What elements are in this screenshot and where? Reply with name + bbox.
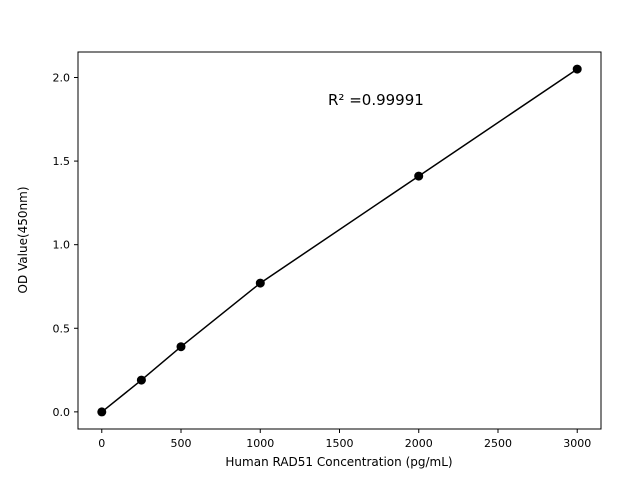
data-series xyxy=(97,64,582,417)
y-axis-label: OD Value(450nm) xyxy=(16,186,30,293)
data-point xyxy=(136,375,146,385)
data-point xyxy=(176,342,186,352)
x-tick-label: 2500 xyxy=(484,437,512,450)
y-tick-label: 0.0 xyxy=(53,406,71,419)
y-tick-label: 1.5 xyxy=(53,155,71,168)
x-tick-label: 1500 xyxy=(326,437,354,450)
data-point xyxy=(572,64,582,74)
y-tick-label: 0.5 xyxy=(53,322,71,335)
x-tick-label: 3000 xyxy=(563,437,591,450)
axis-ticks: 0 500 1000 1500 2000 2500 3000 0.0 0.5 1.0 1.5 2.0 xyxy=(53,71,592,450)
x-tick-label: 2000 xyxy=(405,437,433,450)
x-tick-label: 1000 xyxy=(246,437,274,450)
fit-line xyxy=(101,68,578,413)
x-tick-label: 500 xyxy=(171,437,192,450)
data-point xyxy=(414,171,424,181)
data-point xyxy=(97,407,107,417)
y-tick-label: 2.0 xyxy=(53,71,71,84)
x-tick-label: 0 xyxy=(98,437,105,450)
data-point xyxy=(255,278,265,288)
r-squared-annotation: R² =0.99991 xyxy=(328,91,424,109)
x-axis-label: Human RAD51 Concentration (pg/mL) xyxy=(225,455,452,469)
y-tick-label: 1.0 xyxy=(53,239,71,252)
